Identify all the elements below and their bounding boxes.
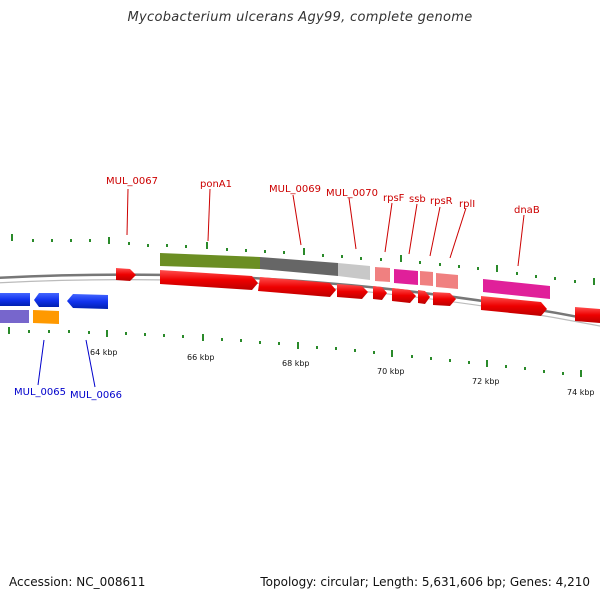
gene-labels-bottom: MUL_0065 MUL_0066 xyxy=(14,387,122,401)
feature-orange[interactable] xyxy=(33,310,59,324)
gene-label-mul0065[interactable]: MUL_0065 xyxy=(14,387,66,398)
cds-blue-1[interactable] xyxy=(0,293,30,306)
genome-summary-text: Topology: circular; Length: 5,631,606 bp… xyxy=(260,575,590,589)
feature-pink-2[interactable] xyxy=(420,271,433,286)
tick-label-74: 74 kbp xyxy=(567,388,595,397)
feature-pink-1[interactable] xyxy=(375,267,390,282)
cds-arrow-pona1[interactable] xyxy=(160,270,258,290)
leader-lines-top xyxy=(126,188,525,267)
cds-blue-3[interactable] xyxy=(67,294,108,309)
gene-label-pona1[interactable]: ponA1 xyxy=(200,179,232,190)
map-title: Mycobacterium ulcerans Agy99, complete g… xyxy=(127,10,473,25)
feature-green[interactable] xyxy=(160,253,260,269)
tick-label-66: 66 kbp xyxy=(187,353,215,362)
gene-label-dnab[interactable]: dnaB xyxy=(514,205,540,216)
cds-arrow-dnab[interactable] xyxy=(481,296,547,316)
feature-purple[interactable] xyxy=(0,310,29,323)
gene-label-rpli[interactable]: rplI xyxy=(459,199,475,210)
accession-text: Accession: NC_008611 xyxy=(9,575,146,589)
gene-label-mul0070[interactable]: MUL_0070 xyxy=(326,188,378,199)
gene-label-mul0067[interactable]: MUL_0067 xyxy=(106,176,158,187)
tick-label-68: 68 kbp xyxy=(282,359,310,368)
cds-arrow-mul0067[interactable] xyxy=(116,268,136,281)
tick-label-70: 70 kbp xyxy=(377,367,405,376)
feature-bars-top xyxy=(160,253,550,299)
cds-forward xyxy=(116,268,600,323)
gene-label-rpsf[interactable]: rpsF xyxy=(383,193,405,204)
feature-lightgray[interactable] xyxy=(338,263,370,280)
feature-magenta-1[interactable] xyxy=(394,269,418,285)
gene-label-ssb[interactable]: ssb xyxy=(409,194,426,205)
tick-label-72: 72 kbp xyxy=(472,377,500,386)
gene-label-mul0069[interactable]: MUL_0069 xyxy=(269,184,321,195)
feature-magenta-2[interactable] xyxy=(483,279,550,299)
cds-arrow-rpli[interactable] xyxy=(433,292,456,306)
cds-reverse xyxy=(0,293,108,324)
gene-labels-top: MUL_0067 ponA1 MUL_0069 MUL_0070 rpsF ss… xyxy=(106,176,540,216)
cds-arrow-rpsr[interactable] xyxy=(418,290,430,304)
cds-arrow-mul0070[interactable] xyxy=(337,284,368,299)
tick-label-64: 64 kbp xyxy=(90,348,118,357)
bottom-ticks xyxy=(8,327,582,377)
feature-gray[interactable] xyxy=(260,257,338,276)
gene-label-rpsr[interactable]: rpsR xyxy=(430,196,453,207)
leader-lines-bottom xyxy=(37,339,96,388)
cds-arrow-rpsf[interactable] xyxy=(373,286,387,300)
cds-arrow-mul0069[interactable] xyxy=(258,277,336,297)
cds-arrow-next[interactable] xyxy=(575,307,600,323)
gene-label-mul0066[interactable]: MUL_0066 xyxy=(70,390,122,401)
feature-pink-3[interactable] xyxy=(436,273,458,289)
cds-arrow-ssb[interactable] xyxy=(392,288,416,303)
cds-blue-2[interactable] xyxy=(34,293,59,307)
top-ticks xyxy=(11,234,595,285)
